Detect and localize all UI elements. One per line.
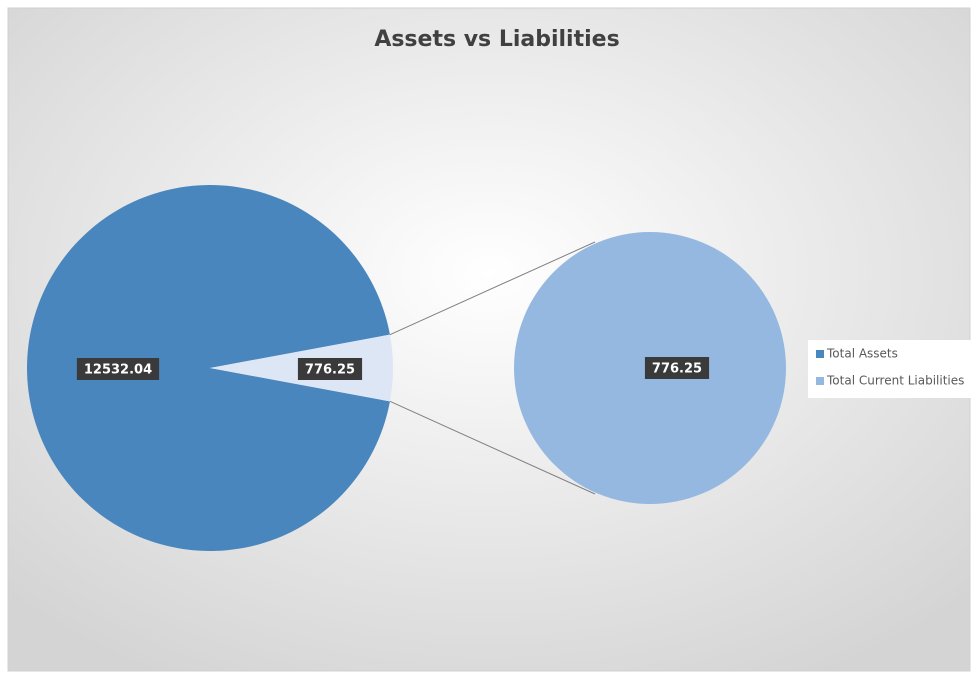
connector-line (389, 400, 596, 495)
legend-swatch (816, 350, 824, 358)
legend (808, 340, 972, 398)
data-label-box (644, 357, 710, 379)
legend-label: Total Current Liabilities (826, 374, 964, 388)
data-label-box (76, 358, 160, 380)
chart-title: Assets vs Liabilities (374, 27, 619, 52)
data-label: 776.25 (652, 362, 702, 377)
data-label: 12532.04 (84, 363, 152, 378)
legend-swatch (816, 377, 824, 385)
data-labels: 12532.04 776.25 776.25 (76, 357, 710, 380)
data-label: 776.25 (305, 363, 355, 378)
legend-label: Total Assets (826, 347, 898, 361)
data-label-box (297, 358, 363, 380)
pie-slice (27, 184, 390, 551)
connector-line (389, 241, 596, 336)
